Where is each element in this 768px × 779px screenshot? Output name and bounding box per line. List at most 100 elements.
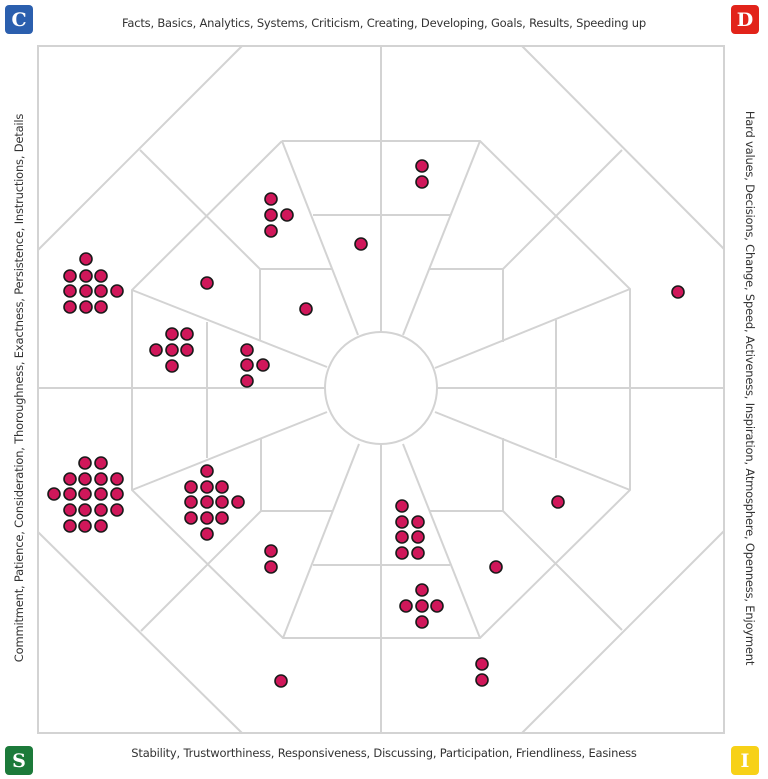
person-dot bbox=[671, 285, 685, 299]
person-dot bbox=[79, 269, 93, 283]
dot-group-i bbox=[399, 583, 444, 629]
dot-group-s bbox=[274, 674, 288, 688]
person-dot bbox=[231, 495, 245, 509]
person-dot bbox=[94, 519, 108, 533]
person-dot bbox=[215, 495, 229, 509]
bottom-axis-label: Stability, Trustworthiness, Responsivene… bbox=[131, 746, 637, 760]
person-dot bbox=[264, 560, 278, 574]
person-dot bbox=[165, 327, 179, 341]
diagram-grid bbox=[37, 45, 725, 734]
person-dot bbox=[200, 464, 214, 478]
s-quadrant-badge: S bbox=[5, 746, 33, 775]
person-dot bbox=[184, 495, 198, 509]
person-dot bbox=[256, 358, 270, 372]
person-dot bbox=[78, 472, 92, 486]
person-dot bbox=[395, 499, 409, 513]
person-dot bbox=[94, 503, 108, 517]
person-dot bbox=[63, 503, 77, 517]
top-axis-label: Facts, Basics, Analytics, Systems, Criti… bbox=[122, 16, 646, 30]
person-dot bbox=[94, 269, 108, 283]
person-dot bbox=[63, 300, 77, 314]
person-dot bbox=[551, 495, 565, 509]
person-dot bbox=[94, 284, 108, 298]
person-dot bbox=[200, 495, 214, 509]
dot-group-d bbox=[415, 159, 429, 189]
person-dot bbox=[47, 487, 61, 501]
person-dot bbox=[240, 343, 254, 357]
person-dot bbox=[165, 343, 179, 357]
person-dot bbox=[411, 546, 425, 560]
person-dot bbox=[215, 511, 229, 525]
person-dot bbox=[399, 599, 413, 613]
person-dot bbox=[395, 530, 409, 544]
person-dot bbox=[94, 487, 108, 501]
person-dot bbox=[184, 480, 198, 494]
dot-group-c bbox=[299, 302, 313, 316]
dot-group-c bbox=[240, 343, 270, 388]
person-dot bbox=[264, 192, 278, 206]
person-dot bbox=[79, 284, 93, 298]
dot-group-i bbox=[489, 560, 503, 574]
person-dot bbox=[354, 237, 368, 251]
person-dot bbox=[200, 527, 214, 541]
person-dot bbox=[110, 487, 124, 501]
person-dot bbox=[63, 472, 77, 486]
person-dot bbox=[299, 302, 313, 316]
person-dot bbox=[63, 284, 77, 298]
person-dot bbox=[415, 599, 429, 613]
person-dot bbox=[63, 269, 77, 283]
person-dot bbox=[200, 480, 214, 494]
person-dot bbox=[430, 599, 444, 613]
person-dot bbox=[395, 515, 409, 529]
person-dot bbox=[264, 224, 278, 238]
person-dot bbox=[415, 159, 429, 173]
person-dot bbox=[415, 615, 429, 629]
dot-group-d bbox=[671, 285, 685, 299]
person-dot bbox=[415, 583, 429, 597]
person-dot bbox=[94, 300, 108, 314]
person-dot bbox=[63, 487, 77, 501]
person-dot bbox=[280, 208, 294, 222]
d-quadrant-badge: D bbox=[731, 5, 759, 34]
c-quadrant-badge: C bbox=[5, 5, 33, 34]
person-dot bbox=[200, 511, 214, 525]
dot-group-c bbox=[200, 276, 214, 290]
person-dot bbox=[78, 456, 92, 470]
dot-group-s bbox=[184, 464, 245, 541]
person-dot bbox=[395, 546, 409, 560]
person-dot bbox=[240, 358, 254, 372]
person-dot bbox=[215, 480, 229, 494]
person-dot bbox=[200, 276, 214, 290]
person-dot bbox=[240, 374, 254, 388]
person-dot bbox=[78, 519, 92, 533]
person-dot bbox=[411, 530, 425, 544]
person-dot bbox=[165, 359, 179, 373]
dot-group-i bbox=[395, 499, 425, 560]
dot-group-c bbox=[264, 192, 294, 238]
person-dot bbox=[184, 511, 198, 525]
person-dot bbox=[94, 456, 108, 470]
person-dot bbox=[475, 673, 489, 687]
person-dot bbox=[78, 487, 92, 501]
person-dot bbox=[415, 175, 429, 189]
dot-group-s bbox=[47, 456, 124, 533]
dots-layer bbox=[47, 159, 685, 688]
dot-group-c bbox=[63, 252, 124, 314]
person-dot bbox=[110, 284, 124, 298]
dot-group-c bbox=[354, 237, 368, 251]
person-dot bbox=[78, 503, 92, 517]
person-dot bbox=[274, 674, 288, 688]
person-dot bbox=[180, 343, 194, 357]
dot-group-i bbox=[551, 495, 565, 509]
person-dot bbox=[264, 208, 278, 222]
person-dot bbox=[264, 544, 278, 558]
person-dot bbox=[411, 515, 425, 529]
person-dot bbox=[79, 300, 93, 314]
person-dot bbox=[79, 252, 93, 266]
person-dot bbox=[149, 343, 163, 357]
i-quadrant-badge: I bbox=[731, 746, 759, 775]
person-dot bbox=[110, 503, 124, 517]
dot-group-i bbox=[475, 657, 489, 687]
person-dot bbox=[180, 327, 194, 341]
